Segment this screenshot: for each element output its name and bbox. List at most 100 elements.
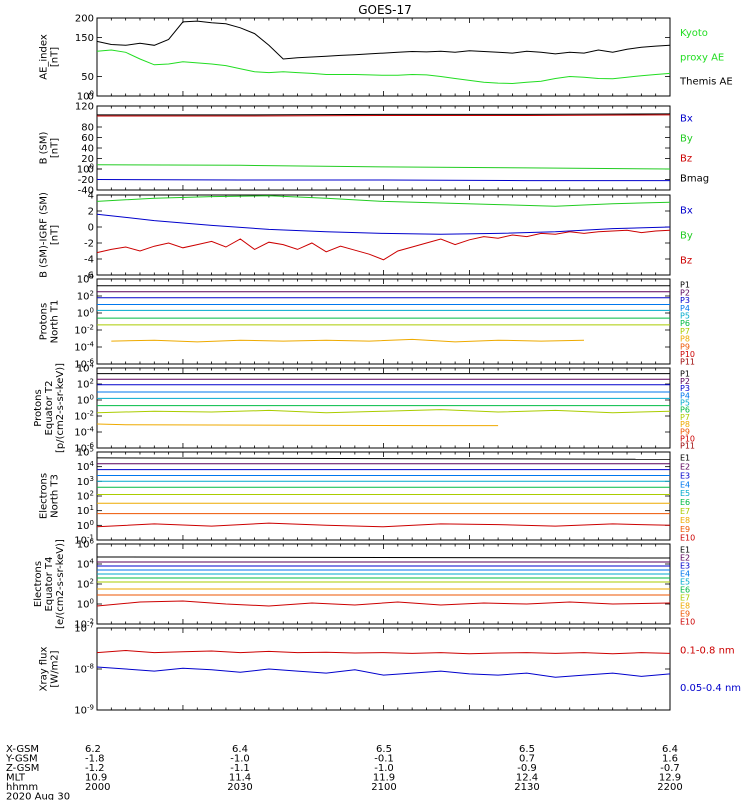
legend-entry: P2: [680, 288, 690, 297]
y-tick-label: 103: [77, 475, 94, 488]
legend-entry: E10: [680, 618, 695, 627]
series-line-e1: [96, 457, 671, 460]
footer-value: 2030: [227, 782, 252, 793]
footer-value: 0.7: [519, 754, 535, 765]
footer-value: 11.4: [229, 773, 251, 784]
legend-entry: P10: [680, 434, 695, 443]
footer-value: 6.4: [232, 744, 248, 755]
y-tick-label: 104: [77, 273, 95, 286]
footer-value: 2200: [657, 782, 682, 793]
legend-entry: By: [680, 230, 693, 241]
series-line-e10: [96, 522, 671, 528]
legend-entry: E4: [680, 480, 690, 489]
legend-entry: Bx: [680, 113, 693, 124]
y-tick-label: 10-2: [74, 410, 94, 423]
y-tick-label: 80: [81, 123, 94, 134]
footer-value: 10.9: [85, 773, 107, 784]
footer-row-label: X-GSM: [6, 744, 39, 755]
legend-entry: E7: [680, 594, 690, 603]
series-line-p7: [96, 409, 671, 414]
y-tick-label: 104: [77, 460, 95, 473]
legend-entry: P6: [680, 406, 690, 415]
legend-entry: 0.1-0.8 nm: [680, 646, 735, 657]
series-line-bx: [96, 213, 671, 235]
legend-entry: E5: [680, 489, 690, 498]
footer-value: 2100: [371, 782, 396, 793]
footer-value: 12.4: [516, 773, 538, 784]
y-tick-label: 0: [88, 92, 94, 103]
footer-value: 11.9: [373, 773, 395, 784]
footer-value: 2130: [514, 782, 539, 793]
footer-value: -1.2: [85, 763, 105, 774]
legend-entry: E6: [680, 498, 690, 507]
legend-entry: proxy AE: [680, 52, 724, 63]
footer-value: 6.5: [376, 744, 392, 755]
footer-row-label: hhmm: [6, 782, 38, 793]
y-tick-label: 10-2: [74, 324, 94, 337]
legend-entry: P8: [680, 420, 690, 429]
y-tick-label: 100: [77, 598, 94, 611]
y-axis-label: Equator T2: [44, 381, 55, 436]
y-axis-label: [p/(cm2-s-sr-keV)]: [55, 363, 66, 453]
y-tick-label: 20: [81, 154, 94, 165]
legend-entry: P9: [680, 427, 690, 436]
legend-entry: By: [680, 133, 693, 144]
panel-frame: [96, 543, 671, 625]
panel-frame: [96, 105, 671, 191]
legend-entry: Kyoto: [680, 28, 708, 39]
y-axis-label: Protons: [39, 303, 50, 340]
panel-8: 10-9 10-8 10-7 Xray flux [W/m2] 0.1-0.8 nm 0.0…: [39, 622, 742, 717]
legend-entry: P3: [680, 296, 690, 305]
footer-value: 6.4: [662, 744, 678, 755]
y-tick-label: 102: [77, 378, 94, 391]
footer-value: -1.8: [85, 754, 105, 765]
legend-entry: P1: [680, 281, 690, 290]
plot-title: GOES-17: [358, 3, 412, 17]
legend-entry: Bz: [680, 153, 692, 164]
footer-row-label: Z-GSM: [6, 763, 39, 774]
y-tick-label: 200: [75, 14, 94, 25]
y-tick-label: 150: [75, 33, 94, 44]
y-tick-label: -20: [78, 175, 94, 186]
y-tick-label: 10-8: [74, 663, 94, 676]
y-tick-label: -2: [84, 239, 94, 250]
legend-entry: E4: [680, 570, 690, 579]
y-axis-label: [nT]: [50, 138, 61, 158]
legend-entry: P11: [680, 442, 695, 451]
legend-entry: E1: [680, 546, 690, 555]
legend-entry: E8: [680, 602, 690, 611]
y-axis-label: B (SM)-IGRF (SM): [39, 192, 50, 278]
footer-value: 12.9: [659, 773, 681, 784]
y-axis-label: North T3: [50, 474, 61, 518]
y-axis-label: Electrons: [39, 473, 50, 519]
y-axis-label: [nT]: [50, 47, 61, 67]
series-line-p8: [111, 338, 585, 343]
y-tick-label: 102: [77, 578, 94, 591]
footer-readout: X-GSM 6.2 6.4 6.5 6.5 6.4Y-GSM -1.8 -1.0 -0.1 0.7…: [5, 744, 683, 800]
series-line-themis-ae: [96, 20, 671, 60]
y-axis-label: B (SM): [39, 131, 50, 164]
series-line-0-05-0-4-nm: [96, 666, 671, 678]
y-tick-label: -6: [84, 271, 94, 282]
legend-entry: E1: [680, 454, 690, 463]
legend-entry: Bmag: [680, 173, 709, 184]
legend-entry: P2: [680, 377, 690, 386]
series-line-bx: [96, 179, 670, 182]
y-tick-label: 50: [81, 72, 94, 83]
series-line-by: [96, 164, 671, 170]
legend-entry: P4: [680, 391, 690, 400]
legend-entry: E9: [680, 525, 690, 534]
legend-entry: P1: [680, 370, 690, 379]
y-tick-label: 10-4: [74, 426, 94, 439]
y-tick-label: 40: [81, 144, 94, 155]
legend-entry: E7: [680, 507, 690, 516]
footer-value: -0.9: [517, 763, 537, 774]
legend-entry: E8: [680, 516, 690, 525]
legend-entry: E3: [680, 471, 690, 480]
y-tick-label: 104: [77, 362, 95, 375]
legend-entry: P5: [680, 311, 690, 320]
legend-entry: E5: [680, 578, 690, 587]
